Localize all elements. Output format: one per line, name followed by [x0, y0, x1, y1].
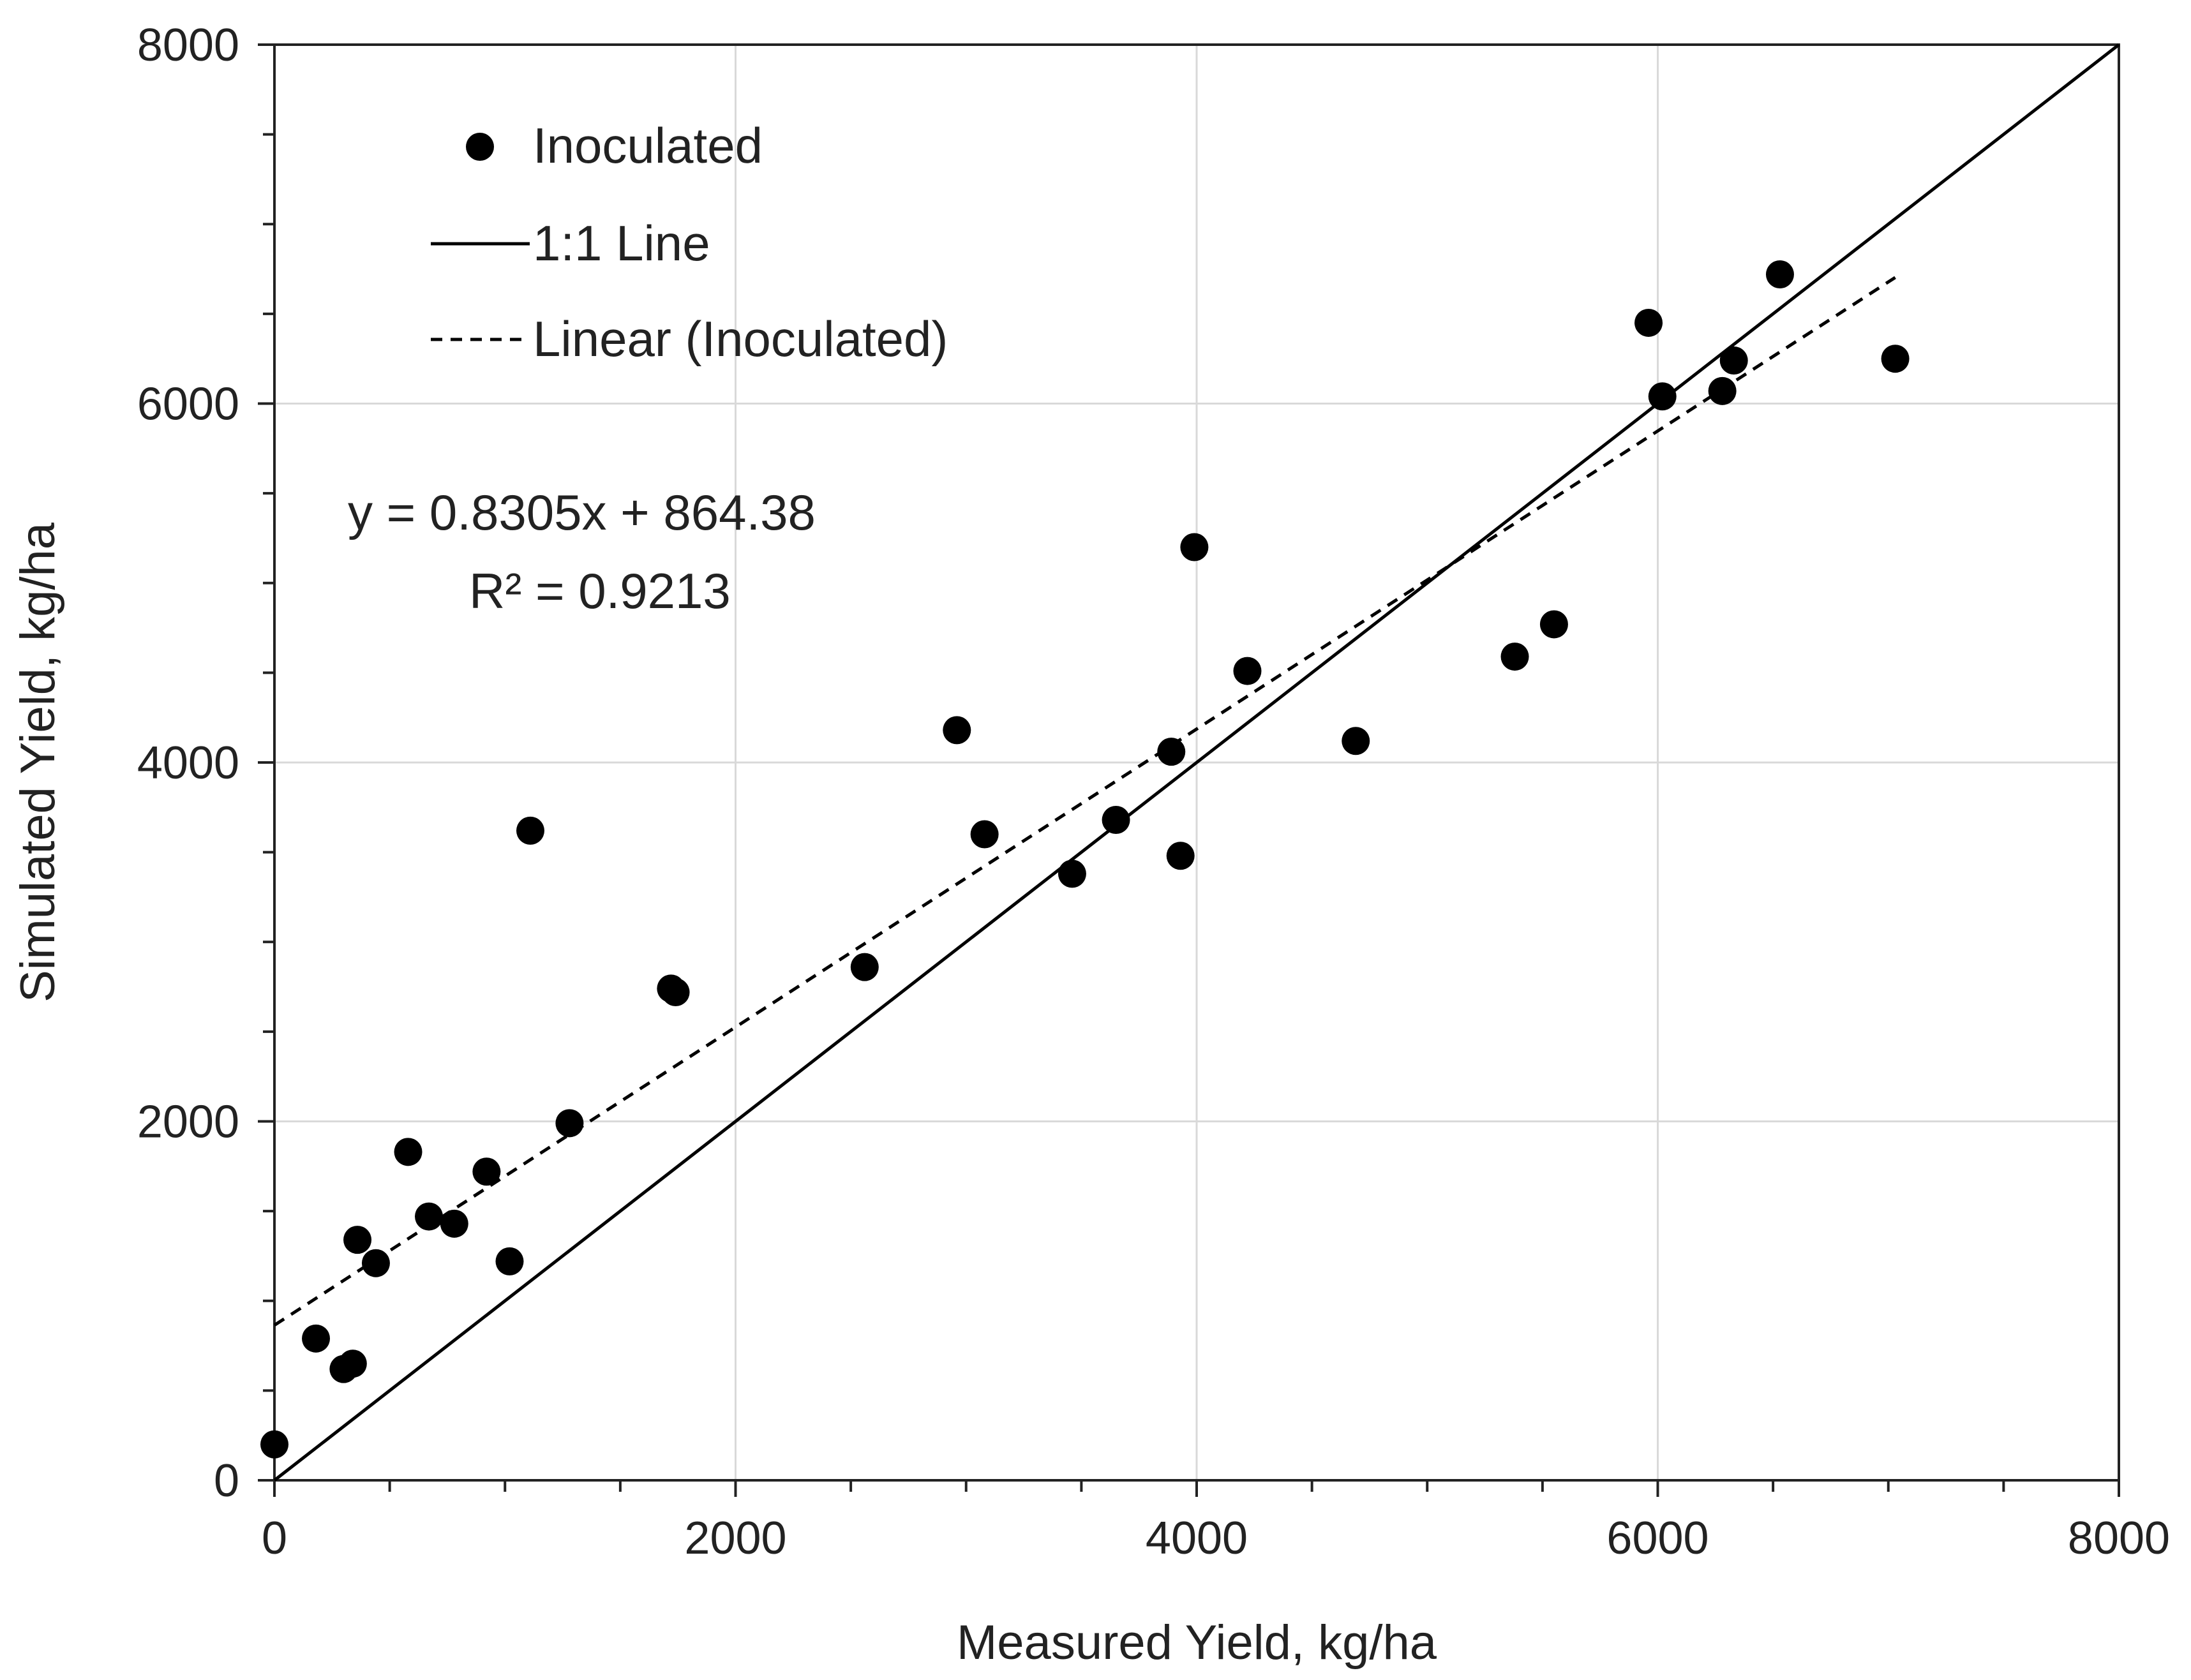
one-to-one-line [273, 43, 2120, 1482]
x-tick-label: 8000 [2068, 1513, 2170, 1564]
y-tick-label: 8000 [137, 20, 239, 71]
y-axis-title: Simulated Yield, kg/ha [11, 522, 65, 1002]
data-point [1166, 842, 1195, 870]
data-point [943, 716, 971, 745]
data-point [415, 1202, 444, 1231]
data-point [472, 1157, 501, 1186]
data-point [1708, 376, 1737, 405]
legend-label-inoculated: Inoculated [533, 117, 763, 174]
x-axis-title: Measured Yield, kg/ha [957, 1616, 1437, 1670]
data-point [338, 1349, 367, 1378]
y-tick-label: 6000 [137, 379, 239, 430]
x-tick-labels: 0 2000 4000 6000 8000 [262, 1513, 2170, 1564]
data-point [394, 1138, 422, 1166]
data-point [1648, 382, 1677, 411]
data-point [361, 1249, 390, 1277]
plot-frame [273, 43, 2120, 1482]
r-squared-label: R² = 0.9213 [469, 563, 731, 619]
data-point [495, 1247, 524, 1275]
legend-marker-inoculated [466, 133, 494, 161]
axis-ticks [258, 43, 2120, 1497]
y-tick-label: 4000 [137, 738, 239, 789]
data-point [1881, 345, 1910, 373]
data-point [1719, 346, 1748, 375]
data-point [1233, 657, 1262, 685]
data-point [1765, 260, 1794, 288]
trendline-equation: y = 0.8305x + 864.38 [348, 484, 816, 540]
data-point [1102, 806, 1130, 834]
trendline [273, 276, 1896, 1327]
data-point [661, 978, 690, 1006]
data-point [1180, 533, 1209, 561]
y-tick-labels: 0 2000 4000 6000 8000 [137, 20, 239, 1506]
y-tick-label: 2000 [137, 1097, 239, 1148]
data-point [1342, 727, 1370, 755]
y-tick-label: 0 [214, 1455, 239, 1506]
legend-label-trendline: Linear (Inoculated) [533, 311, 948, 367]
series-layer [260, 43, 2120, 1482]
x-tick-label: 6000 [1606, 1513, 1709, 1564]
x-tick-label: 2000 [684, 1513, 786, 1564]
data-point [343, 1226, 372, 1254]
data-point [1058, 859, 1086, 888]
data-point [302, 1324, 331, 1353]
data-point [440, 1209, 468, 1238]
data-point [1157, 738, 1186, 766]
data-point [260, 1430, 288, 1459]
legend-label-one-to-one: 1:1 Line [533, 215, 710, 271]
data-point [970, 820, 999, 849]
data-point [555, 1109, 584, 1138]
data-point [516, 816, 544, 845]
data-point [1539, 610, 1568, 639]
x-tick-label: 0 [262, 1513, 287, 1564]
data-point [850, 953, 879, 981]
legend: Inoculated 1:1 Line Linear (Inoculated) [431, 117, 948, 367]
x-tick-label: 4000 [1146, 1513, 1248, 1564]
data-point [1500, 643, 1529, 671]
data-point [1634, 308, 1663, 337]
